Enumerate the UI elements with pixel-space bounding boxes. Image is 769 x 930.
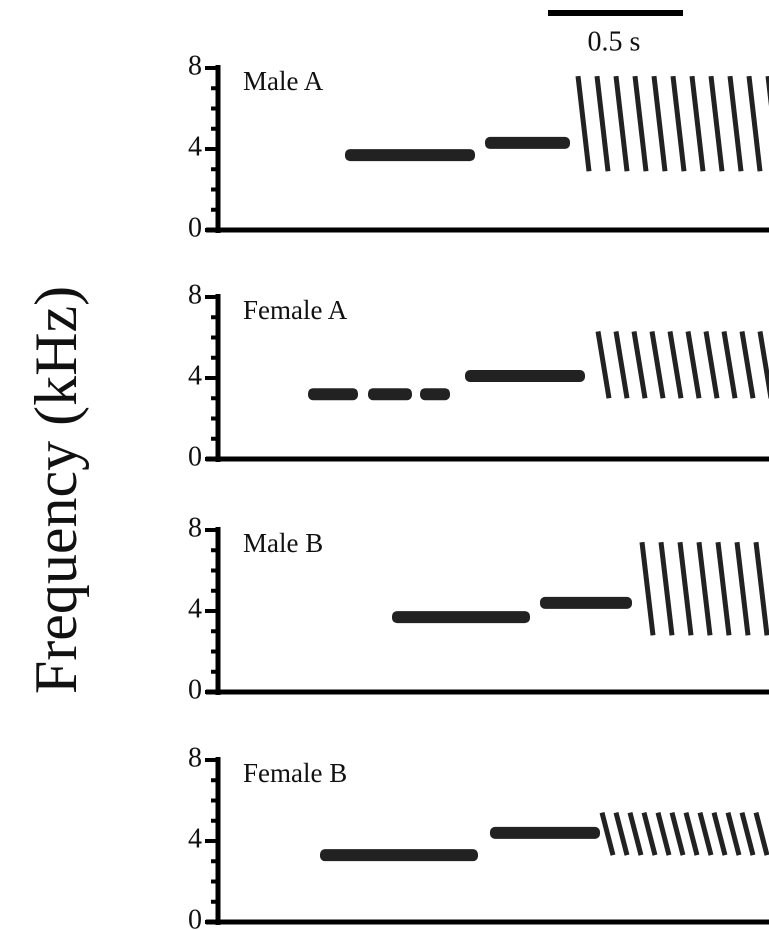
panel-title: Female A [243, 295, 348, 325]
tone [320, 849, 478, 862]
scale-bar-label: 0.5 s [588, 26, 641, 57]
tone-segment [320, 849, 478, 862]
y-tick-label: 8 [188, 512, 202, 543]
tone-segment [420, 388, 450, 401]
trill-note [685, 331, 702, 399]
y-tick-label: 4 [188, 360, 202, 391]
tone-segment [392, 611, 530, 624]
trill-note [677, 541, 694, 636]
y-tick-label: 8 [188, 279, 202, 310]
trill-note [599, 812, 616, 856]
tone-segment [485, 136, 570, 149]
tone-segment [540, 596, 632, 609]
y-tick-label: 4 [188, 823, 202, 854]
y-tick-label: 8 [188, 50, 202, 81]
trill-note [753, 541, 769, 636]
y-tick-label: 0 [188, 674, 202, 705]
trill-note [613, 812, 630, 856]
tone-segment [465, 369, 585, 382]
trill-note [641, 812, 658, 856]
tone-segment [345, 149, 475, 162]
y-axis-label: Frequency (kHz) [23, 286, 89, 694]
trill-note [575, 75, 592, 172]
trill-note [594, 75, 611, 172]
trill-note [727, 75, 744, 172]
trill-note [651, 75, 668, 172]
tone [345, 149, 475, 162]
trill-note [658, 541, 675, 636]
trill-note [667, 331, 684, 399]
y-tick-label: 0 [188, 904, 202, 930]
trill-note [627, 812, 644, 856]
trill-note [739, 331, 756, 399]
tone [308, 388, 450, 401]
tone [485, 136, 570, 149]
tone-segment [490, 826, 600, 839]
trill-note [739, 812, 756, 856]
y-tick-label: 4 [188, 593, 202, 624]
trill-note [696, 541, 713, 636]
trill-note [613, 331, 630, 399]
trill-note [757, 331, 769, 399]
trill-note [697, 812, 714, 856]
trill-note [746, 75, 763, 172]
trill-note [725, 812, 742, 856]
y-tick-label: 0 [188, 441, 202, 472]
tone [490, 826, 600, 839]
trill-note [670, 75, 687, 172]
trill-note [715, 541, 732, 636]
trill-note [632, 75, 649, 172]
trill-note [711, 812, 728, 856]
panel-title: Female B [243, 758, 347, 788]
trill-note [639, 541, 656, 636]
panel-title: Male B [243, 528, 323, 558]
trill-note [708, 75, 725, 172]
trill-note [631, 331, 648, 399]
tone [392, 611, 530, 624]
trill-note [689, 75, 706, 172]
y-tick-label: 4 [188, 131, 202, 162]
y-tick-label: 8 [188, 742, 202, 773]
panel-title: Male A [243, 66, 324, 96]
trill-note [649, 331, 666, 399]
tone-segment [368, 388, 412, 401]
trill-note [613, 75, 630, 172]
trill-note [734, 541, 751, 636]
trill-note [669, 812, 686, 856]
trill-note [721, 331, 738, 399]
trill-note [753, 812, 769, 856]
tone [540, 596, 632, 609]
trill-note [595, 331, 612, 399]
trill-note [703, 331, 720, 399]
tone-segment [308, 388, 358, 401]
trill-note [683, 812, 700, 856]
y-tick-label: 0 [188, 212, 202, 243]
tone [465, 369, 585, 382]
trill-note [655, 812, 672, 856]
